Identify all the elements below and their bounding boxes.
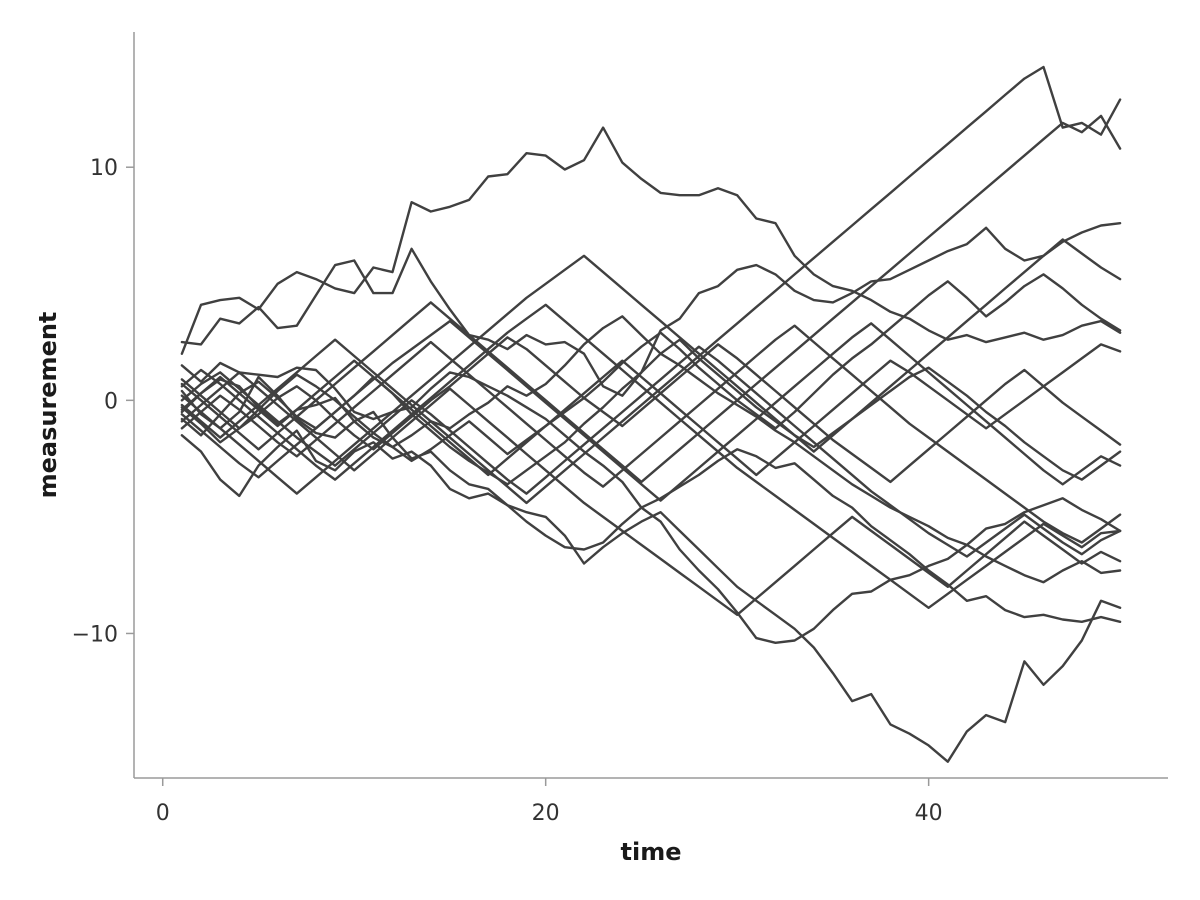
y-tick-label: 10 [90, 156, 118, 181]
series-line-15 [180, 238, 1122, 495]
series-line-13 [180, 303, 1122, 609]
y-tick-label: 0 [104, 389, 118, 414]
series-line-9 [180, 336, 1122, 484]
series-line-18 [180, 65, 1122, 505]
series-line-2 [180, 222, 1122, 397]
series-line-5 [180, 429, 1122, 763]
series-line-6 [180, 315, 1122, 584]
y-ticks: −10 0 10 [72, 156, 134, 647]
x-tick-label: 40 [915, 801, 943, 826]
series-layer [180, 65, 1122, 763]
x-ticks: 0 20 40 [156, 778, 943, 826]
series-line-16 [180, 343, 1122, 477]
x-axis-title: time [621, 838, 682, 866]
series-line-4 [180, 375, 1122, 623]
series-line-12 [180, 319, 1122, 502]
x-tick-label: 20 [532, 801, 560, 826]
series-line-3 [180, 361, 1122, 644]
y-tick-label: −10 [72, 622, 118, 647]
series-line-1 [180, 126, 1122, 355]
series-line-7 [180, 338, 1122, 486]
series-line-17 [180, 114, 1122, 484]
series-line-10 [180, 324, 1122, 544]
x-tick-label: 0 [156, 801, 170, 826]
y-axis-title: measurement [34, 312, 62, 499]
series-line-8 [180, 273, 1122, 463]
series-line-11 [180, 345, 1122, 558]
